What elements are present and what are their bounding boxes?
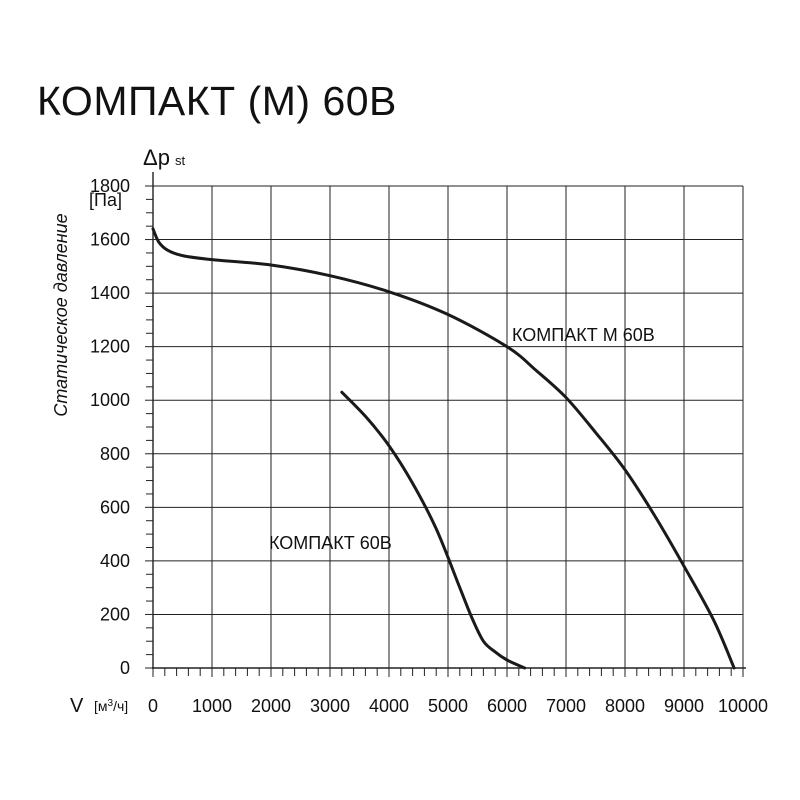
x-tick-label: 5000 [428,696,468,716]
y-symbol-main: Δp [143,145,170,170]
y-axis-label: Статическое давление [51,213,71,416]
x-tick-label: 9000 [664,696,704,716]
series-lines [151,227,736,670]
x-tick-label: 10000 [718,696,768,716]
y-tick-label: 1000 [90,390,130,410]
page-title: КОМПАКТ (М) 60В [37,78,397,124]
x-unit-sup: 3 [108,698,114,709]
x-tick-label: 6000 [487,696,527,716]
x-unit-close: /ч] [113,698,128,714]
series-line-kompakt-60v [340,390,527,670]
x-tick-label: 8000 [605,696,645,716]
y-tick-label: 400 [100,551,130,571]
x-tick-label: 4000 [369,696,409,716]
y-tick-label: 1800 [90,176,130,196]
y-tick-label: 600 [100,497,130,517]
y-symbol-sub: st [175,153,186,168]
y-tick-label: 1400 [90,283,130,303]
x-tick-label: 7000 [546,696,586,716]
x-axis-symbol: V [70,695,84,717]
x-unit-open: [м [94,698,108,714]
y-tick-label: 200 [100,604,130,624]
grid [153,185,744,668]
series-line-kompakt-m-60v [151,227,736,670]
x-tick-label: 1000 [192,696,232,716]
series-label-kompakt-60v: КОМПАКТ 60В [269,533,392,553]
x-tick-label: 0 [148,696,158,716]
axes [152,172,746,669]
y-tick-label: 1600 [90,230,130,250]
y-tick-label: 1200 [90,337,130,357]
x-tick-label: 3000 [310,696,350,716]
y-tick-label: 0 [120,658,130,678]
minor-ticks [145,185,744,677]
x-tick-label: 2000 [251,696,291,716]
x-axis-unit: [м3/ч] [94,698,128,714]
y-tick-label: 800 [100,444,130,464]
series-label-kompakt-m-60v: КОМПАКТ М 60В [512,325,655,345]
y-axis-unit: [Па] [89,190,122,210]
tick-labels: 0 200 400 600 800 1000 1200 1400 1600 1800 0 1000 20… [90,176,768,716]
y-axis-symbol: Δp st [143,145,185,170]
